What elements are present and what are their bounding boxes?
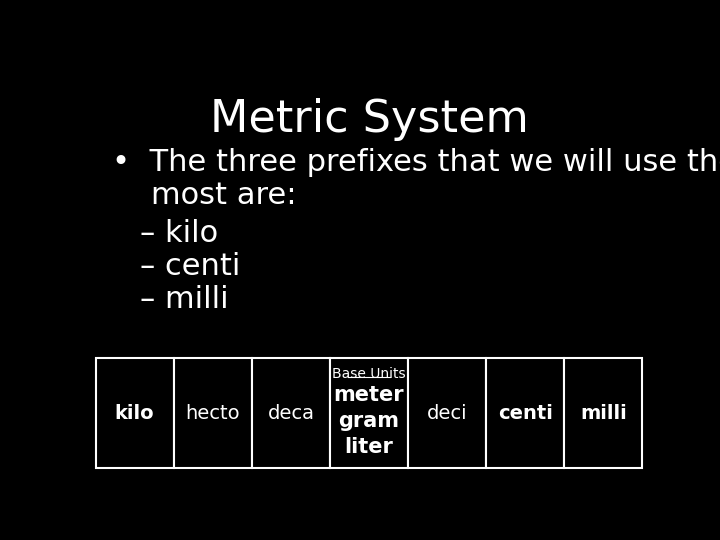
Text: hecto: hecto	[186, 403, 240, 422]
Bar	[174, 358, 252, 468]
Text: meter: meter	[333, 385, 405, 405]
Text: deca: deca	[267, 403, 315, 422]
Text: milli: milli	[580, 403, 626, 422]
Text: – milli: – milli	[140, 285, 229, 314]
Text: kilo: kilo	[114, 403, 155, 422]
Text: – centi: – centi	[140, 252, 240, 281]
Text: deci: deci	[427, 403, 467, 422]
Text: – kilo: – kilo	[140, 219, 218, 248]
Text: Metric System: Metric System	[210, 98, 528, 141]
Text: liter: liter	[345, 437, 393, 457]
Text: •  The three prefixes that we will use the: • The three prefixes that we will use th…	[112, 148, 720, 177]
Bar	[96, 358, 174, 468]
Text: most are:: most are:	[112, 181, 297, 210]
Bar	[486, 358, 564, 468]
Text: Base Units: Base Units	[332, 367, 406, 381]
Text: gram: gram	[338, 411, 400, 431]
Bar	[330, 358, 408, 468]
Bar	[564, 358, 642, 468]
Bar	[408, 358, 486, 468]
Bar	[252, 358, 330, 468]
Text: centi: centi	[498, 403, 553, 422]
